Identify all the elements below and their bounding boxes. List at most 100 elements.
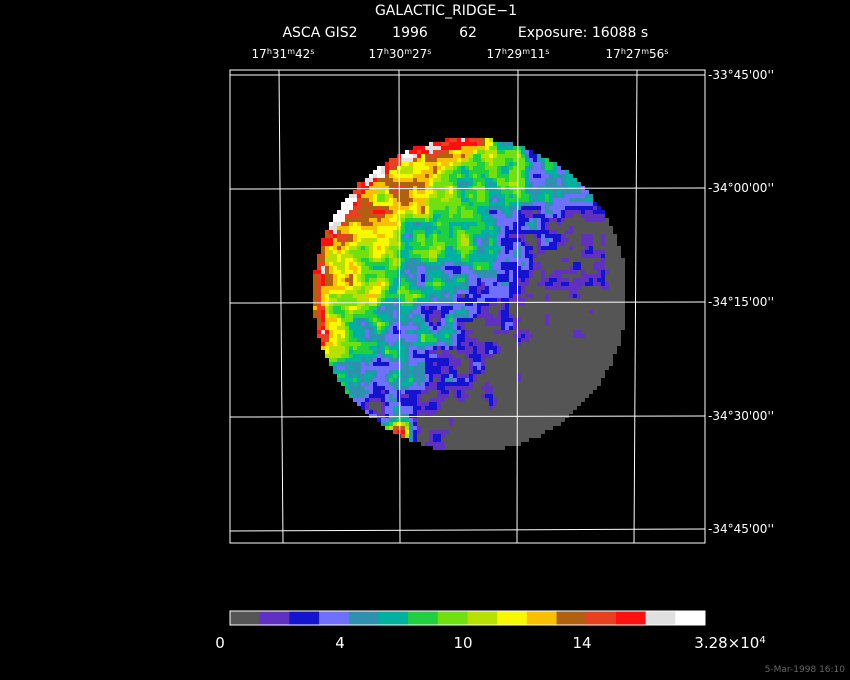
image-pixel (337, 346, 341, 350)
image-pixel (621, 282, 625, 286)
image-pixel (445, 210, 449, 214)
ra-label: 17h31m42s (252, 47, 315, 62)
image-pixel (353, 214, 357, 218)
image-pixel (441, 254, 445, 258)
image-pixel (365, 202, 369, 206)
image-pixel (605, 322, 609, 326)
image-pixel (581, 230, 585, 234)
image-pixel (437, 354, 441, 358)
image-pixel (385, 426, 389, 430)
image-pixel (417, 178, 421, 182)
image-pixel (573, 210, 577, 214)
image-pixel (409, 154, 413, 158)
image-pixel (597, 334, 601, 338)
image-pixel (393, 254, 397, 258)
image-pixel (473, 326, 477, 330)
image-pixel (585, 246, 589, 250)
image-pixel (561, 202, 565, 206)
image-pixel (569, 314, 573, 318)
image-pixel (409, 282, 413, 286)
image-pixel (465, 326, 469, 330)
image-pixel (445, 182, 449, 186)
image-pixel (337, 258, 341, 262)
image-pixel (325, 250, 329, 254)
image-pixel (485, 434, 489, 438)
image-pixel (425, 294, 429, 298)
image-pixel (341, 214, 345, 218)
image-pixel (481, 178, 485, 182)
image-pixel (405, 354, 409, 358)
image-pixel (525, 270, 529, 274)
image-pixel (329, 258, 333, 262)
image-pixel (453, 206, 457, 210)
image-pixel (425, 406, 429, 410)
image-pixel (445, 234, 449, 238)
image-pixel (497, 350, 501, 354)
image-pixel (357, 198, 361, 202)
image-pixel (373, 274, 377, 278)
image-pixel (433, 370, 437, 374)
image-pixel (457, 206, 461, 210)
image-pixel (597, 314, 601, 318)
image-pixel (405, 314, 409, 318)
image-pixel (545, 274, 549, 278)
image-pixel (421, 266, 425, 270)
image-pixel (565, 410, 569, 414)
image-pixel (521, 418, 525, 422)
image-pixel (373, 226, 377, 230)
image-pixel (401, 330, 405, 334)
image-pixel (485, 294, 489, 298)
image-pixel (549, 306, 553, 310)
image-pixel (381, 306, 385, 310)
ra-label-part: s (427, 47, 431, 56)
image-pixel (561, 190, 565, 194)
image-pixel (377, 202, 381, 206)
image-pixel (385, 414, 389, 418)
image-pixel (549, 266, 553, 270)
image-pixel (345, 294, 349, 298)
image-pixel (461, 206, 465, 210)
image-pixel (449, 186, 453, 190)
image-pixel (425, 298, 429, 302)
image-pixel (437, 166, 441, 170)
image-pixel (377, 334, 381, 338)
image-pixel (557, 350, 561, 354)
image-pixel (349, 294, 353, 298)
image-pixel (453, 402, 457, 406)
image-pixel (513, 406, 517, 410)
image-pixel (473, 190, 477, 194)
image-pixel (433, 238, 437, 242)
image-pixel (465, 278, 469, 282)
image-pixel (393, 298, 397, 302)
image-pixel (469, 290, 473, 294)
image-pixel (405, 346, 409, 350)
image-pixel (397, 314, 401, 318)
image-pixel (417, 298, 421, 302)
image-pixel (505, 330, 509, 334)
image-pixel (325, 282, 329, 286)
image-pixel (461, 246, 465, 250)
image-pixel (589, 194, 593, 198)
image-pixel (505, 258, 509, 262)
dec-label: -34°45'00'' (708, 522, 774, 536)
image-pixel (401, 314, 405, 318)
image-pixel (353, 290, 357, 294)
image-pixel (325, 350, 329, 354)
image-pixel (517, 434, 521, 438)
image-pixel (473, 382, 477, 386)
image-pixel (469, 306, 473, 310)
image-pixel (517, 374, 521, 378)
image-pixel (537, 242, 541, 246)
ra-label-part: 17 (369, 47, 384, 61)
image-pixel (517, 410, 521, 414)
image-pixel (333, 322, 337, 326)
image-pixel (417, 362, 421, 366)
image-pixel (493, 218, 497, 222)
image-pixel (553, 406, 557, 410)
image-pixel (565, 322, 569, 326)
image-pixel (441, 430, 445, 434)
image-pixel (437, 410, 441, 414)
image-pixel (473, 398, 477, 402)
image-pixel (481, 338, 485, 342)
image-pixel (341, 210, 345, 214)
